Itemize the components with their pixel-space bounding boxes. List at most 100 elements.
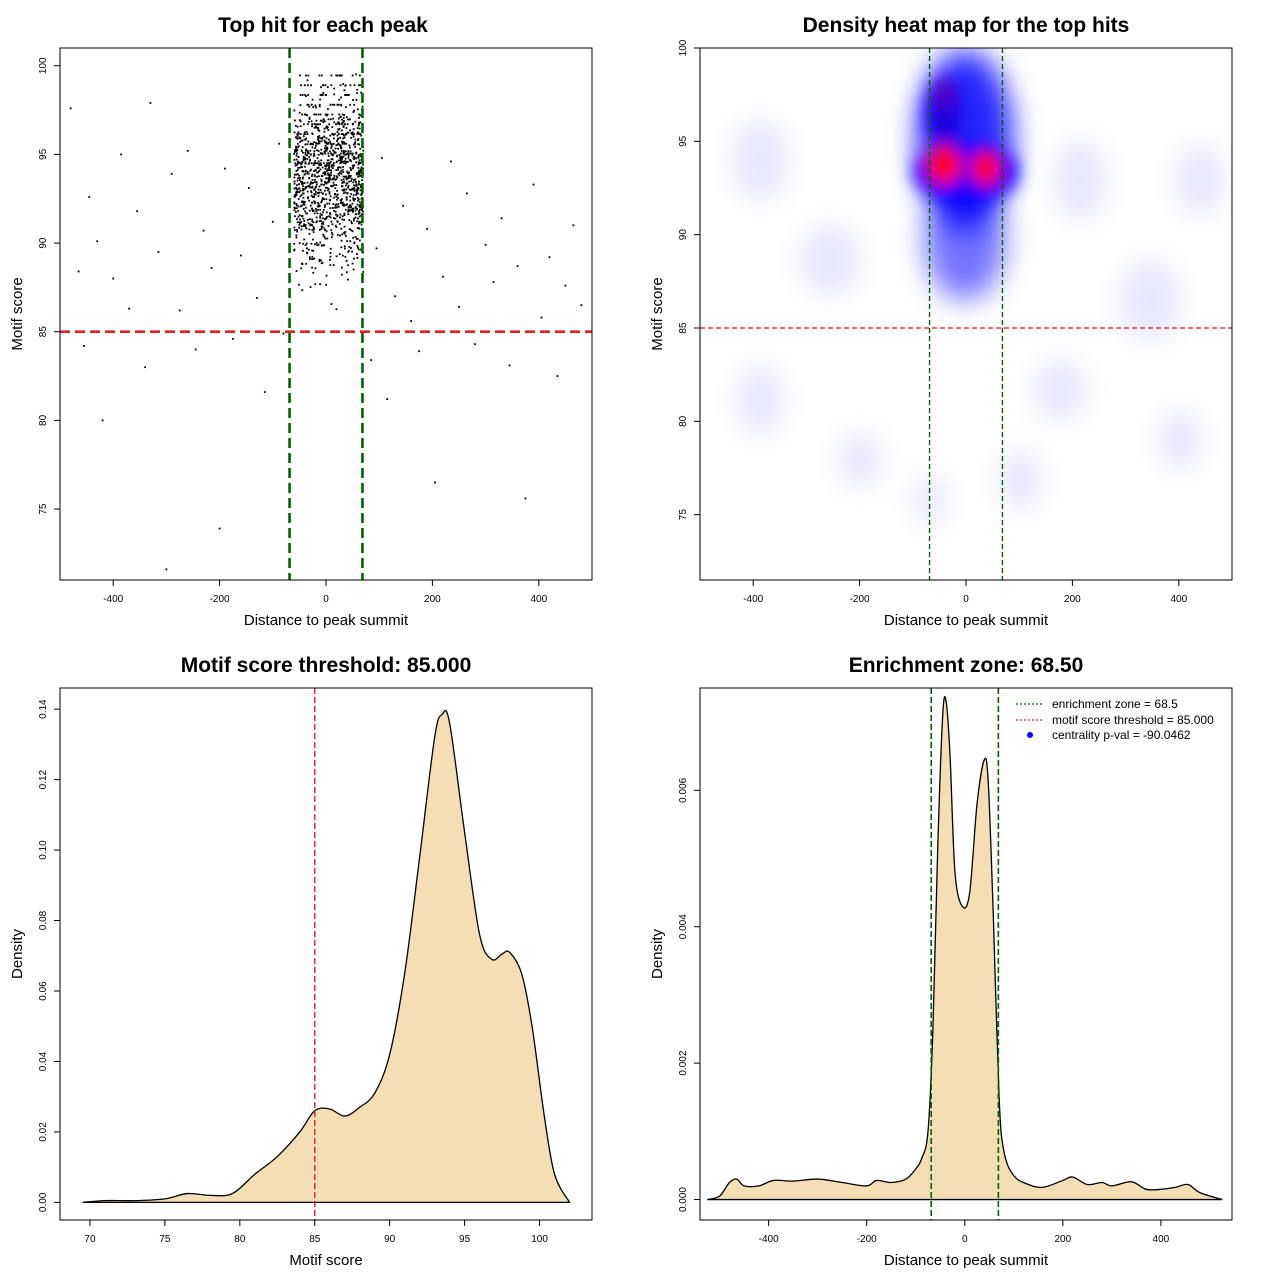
scatter-point-cluster [306,103,309,106]
scatter-point-cluster [296,152,298,155]
scatter-points [69,73,583,571]
scatter-point-cluster [350,169,352,171]
scatter-point-cluster [303,131,306,134]
scatter-point-cluster [319,94,322,96]
scatter-point-cluster [346,152,349,155]
scatter-point-cluster [320,201,323,204]
scatter-point-cluster [311,185,314,188]
scatter-point-cluster [339,84,342,87]
scatter-point-cluster [310,224,313,227]
scatter-point-cluster [298,223,301,226]
scatter-point-cluster [344,84,347,87]
scatter-point-cluster [343,89,346,92]
scatter-point-cluster [357,227,360,229]
scatter-point-cluster [337,117,340,120]
scatter-point-cluster [306,114,308,117]
scatter-point-cluster [304,156,307,159]
y-tick-label: 0.06 [38,981,49,1001]
scatter-point-cluster [299,133,302,135]
scatter-point-cluster [350,222,353,225]
scatter-point-cluster [311,218,314,221]
scatter-point-cluster [325,126,328,129]
legend-label-threshold: motif score threshold = 85.000 [1052,713,1214,727]
x-axis: -400 -200 0 200 400 [759,1219,1170,1245]
scatter-point [202,229,205,232]
scatter-point-cluster [305,227,307,229]
scatter-point [224,167,226,170]
scatter-point-cluster [315,208,317,210]
scatter-point-cluster [333,174,336,177]
scatter-point-cluster [317,138,320,141]
scatter-point-cluster [345,198,348,201]
scatter-point-cluster [317,175,320,178]
scatter-point [263,391,266,393]
scatter-point-cluster [322,234,325,237]
scatter-point-cluster [302,176,305,179]
scatter-point-cluster [301,201,304,204]
scatter-point-cluster [328,215,331,218]
scatter-point-cluster [293,206,296,209]
scatter-point-cluster [356,132,359,135]
scatter-point-cluster [335,144,338,146]
scatter-point-cluster [327,181,330,184]
scatter-point-cluster [330,164,333,167]
scatter-point-cluster [337,143,339,146]
scatter-point [426,227,428,230]
scatter-point-cluster [334,151,337,154]
scatter-point-cluster [293,242,296,245]
scatter-point-cluster [343,212,346,215]
scatter-point-cluster [307,163,310,165]
scatter-point-cluster [337,103,340,106]
scatter-point-cluster [341,215,344,218]
scatter-point-cluster [309,158,312,161]
scatter-point-cluster [352,268,355,271]
scatter-point-cluster [329,161,332,163]
scatter-point-cluster [316,212,319,215]
scatter-point-cluster [354,236,357,238]
scatter-point-cluster [299,195,302,198]
scatter-point [278,142,281,145]
scatter-point-cluster [323,136,326,138]
scatter-point-cluster [344,157,347,160]
scatter-point-cluster [342,181,345,184]
scatter-point-cluster [312,250,315,252]
scatter-point-cluster [318,258,321,261]
scatter-point-cluster [308,209,311,212]
scatter-point-cluster [328,167,330,169]
scatter-point-cluster [303,220,306,222]
scatter-point-cluster [348,246,351,248]
scatter-point-cluster [322,172,325,175]
scatter-point-cluster [359,204,362,207]
scatter-point-cluster [310,103,313,106]
x-axis-label: Distance to peak summit [884,1252,1049,1269]
reference-lines [700,48,1232,580]
scatter-point-cluster [358,211,361,214]
scatter-point [450,160,452,163]
scatter-point-cluster [336,167,339,169]
scatter-point [442,275,444,278]
scatter-point-cluster [331,223,334,226]
scatter-point-cluster [306,79,309,82]
scatter-point-cluster [299,74,301,77]
scatter-point-cluster [355,173,358,176]
scatter-point-cluster [336,220,339,223]
scatter-point-cluster [309,258,311,261]
scatter-point-cluster [322,208,325,211]
scatter-point-cluster [311,255,314,258]
scatter-point-cluster [336,134,339,137]
scatter-point-cluster [357,248,360,251]
scatter-point-cluster [302,249,304,252]
y-axis-label: Motif score [649,277,666,350]
heatmap-field [732,50,1224,526]
y-tick-label: 0.002 [678,1050,689,1075]
scatter-point [540,316,543,319]
scatter-point-cluster [295,234,298,237]
legend: enrichment zone = 68.5 motif score thres… [1016,697,1214,742]
scatter-point-cluster [328,165,330,168]
scatter-point-cluster [323,171,326,173]
scatter-point-cluster [320,159,323,162]
scatter-point-cluster [308,228,311,231]
scatter-point-cluster [311,266,313,269]
scatter-point-cluster [341,113,344,116]
scatter-point-cluster [325,125,328,128]
